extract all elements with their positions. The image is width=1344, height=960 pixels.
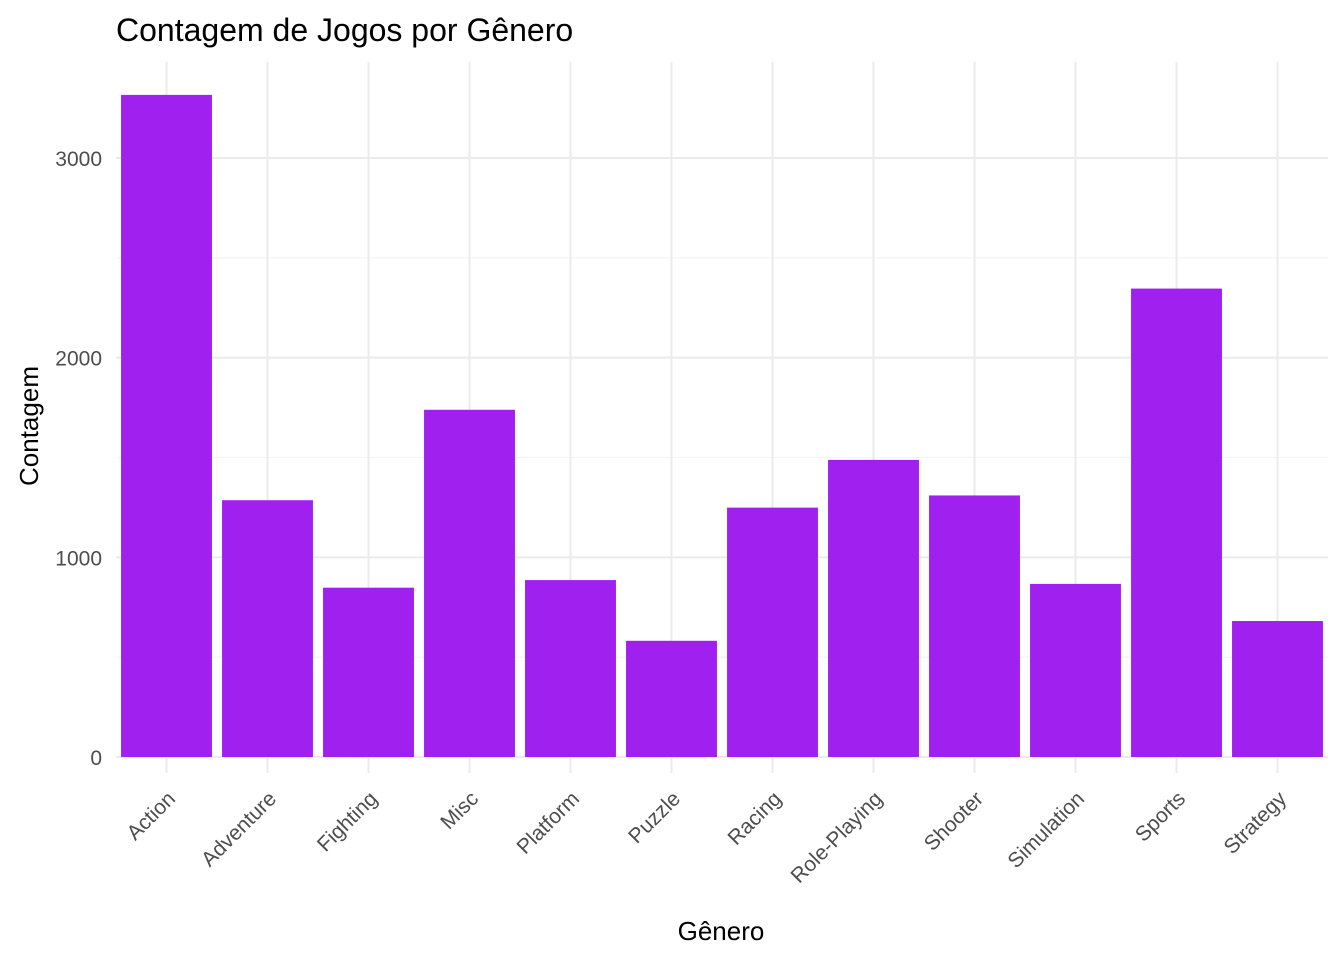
y-tick-label: 1000 xyxy=(55,547,102,570)
bar-strategy xyxy=(1232,621,1323,757)
x-tick-label: Racing xyxy=(724,787,786,849)
x-tick-label: Platform xyxy=(512,787,584,859)
bar-adventure xyxy=(222,500,313,757)
x-tick-label: Fighting xyxy=(313,787,382,856)
bar-shooter xyxy=(929,495,1020,757)
bar-action xyxy=(121,94,212,757)
bar-platform xyxy=(525,580,616,757)
y-tick-label: 3000 xyxy=(55,148,102,171)
bar-puzzle xyxy=(626,640,717,757)
bar-racing xyxy=(727,507,818,757)
x-axis-title: Gênero xyxy=(678,916,765,946)
x-tick-label: Role-Playing xyxy=(787,787,887,887)
y-tick-label: 0 xyxy=(90,747,102,770)
bar-fighting xyxy=(323,587,414,757)
bar-role-playing xyxy=(828,459,919,757)
x-tick-label: Simulation xyxy=(1003,787,1089,873)
bars xyxy=(121,94,1323,757)
x-tick-label: Action xyxy=(122,787,180,845)
bar-simulation xyxy=(1030,583,1121,757)
y-tick-label: 2000 xyxy=(55,348,102,371)
x-tick-label: Adventure xyxy=(197,787,281,871)
x-tick-label: Sports xyxy=(1131,787,1190,846)
x-tick-label: Strategy xyxy=(1219,787,1291,859)
bar-misc xyxy=(424,409,515,757)
x-tick-label: Misc xyxy=(436,787,483,834)
y-axis-ticks: 0 1000 2000 3000 xyxy=(55,148,102,770)
x-tick-label: Puzzle xyxy=(624,787,685,848)
y-axis-title: Contagem xyxy=(14,366,44,486)
x-tick-label: Shooter xyxy=(920,787,988,855)
bar-sports xyxy=(1131,288,1222,757)
chart-title: Contagem de Jogos por Gênero xyxy=(116,12,573,48)
x-axis-ticks: Action Adventure Fighting Misc Platform Puzzl… xyxy=(122,787,1291,888)
